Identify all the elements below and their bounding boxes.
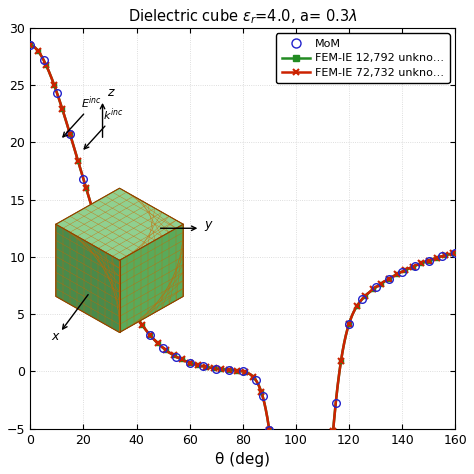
Text: x: x bbox=[52, 330, 59, 344]
Text: y: y bbox=[204, 218, 212, 231]
Polygon shape bbox=[119, 224, 183, 332]
Polygon shape bbox=[56, 188, 183, 260]
Text: z: z bbox=[107, 86, 113, 99]
Title: Dielectric cube $\varepsilon_r$=4.0, a= 0.3$\lambda$: Dielectric cube $\varepsilon_r$=4.0, a= … bbox=[128, 7, 358, 26]
X-axis label: θ (deg): θ (deg) bbox=[215, 452, 270, 467]
Legend: MoM, FEM-IE 12,792 unkno…, FEM-IE 72,732 unkno…: MoM, FEM-IE 12,792 unkno…, FEM-IE 72,732… bbox=[276, 34, 450, 83]
Text: $E^{inc}$: $E^{inc}$ bbox=[81, 95, 102, 111]
Text: $k^{inc}$: $k^{inc}$ bbox=[102, 107, 123, 123]
Polygon shape bbox=[56, 224, 119, 332]
